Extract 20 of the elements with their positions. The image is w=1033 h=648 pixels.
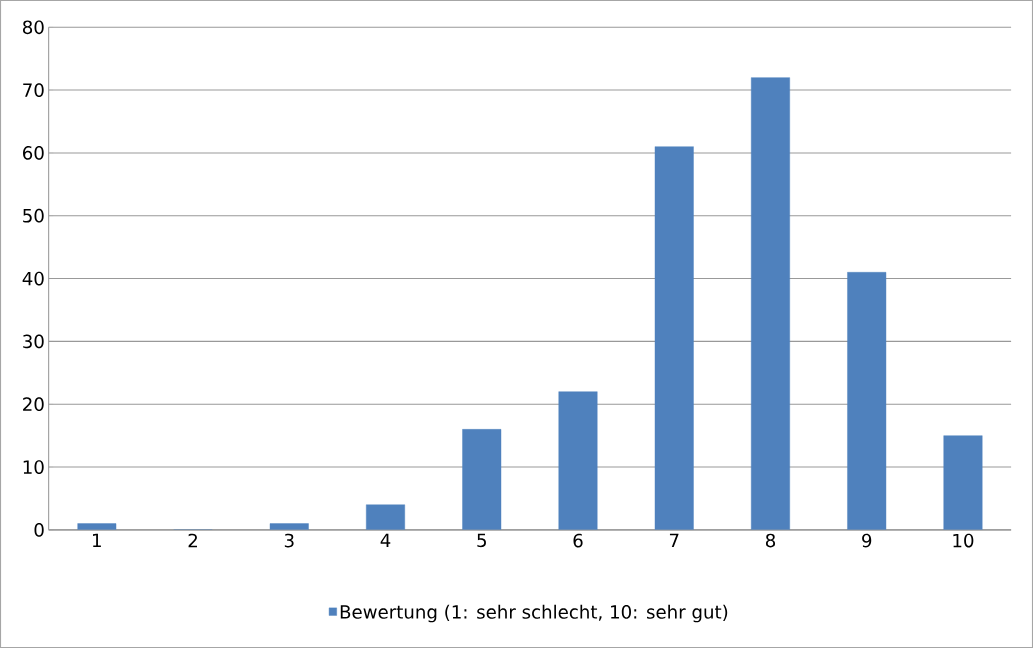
x-tick-label: 9 (862, 533, 872, 548)
x-tick-label: 10 (953, 533, 974, 548)
x-tick-label: 3 (284, 533, 294, 548)
x-tick-label: 2 (188, 533, 197, 548)
x-tick-label: 5 (477, 533, 486, 548)
y-tick-label: 10 (23, 460, 44, 474)
y-tick-label: 0 (34, 522, 44, 537)
y-tick-label: 20 (23, 397, 44, 412)
x-tick-label: 6 (573, 533, 583, 548)
legend-label: Bewertung (1: sehr schlecht, 10: sehr gut) (340, 604, 728, 623)
y-tick-label: 60 (23, 146, 44, 160)
y-tick-label: 40 (22, 271, 44, 286)
y-tick-label: 70 (23, 83, 44, 97)
x-tick-label: 8 (765, 533, 776, 548)
y-tick-label: 30 (23, 334, 44, 349)
x-tick-label: 4 (380, 533, 391, 547)
x-tick-label: 7 (669, 533, 679, 547)
y-tick-label: 50 (23, 208, 44, 223)
x-tick-label: 1 (92, 533, 101, 547)
y-tick-label: 80 (22, 20, 44, 35)
